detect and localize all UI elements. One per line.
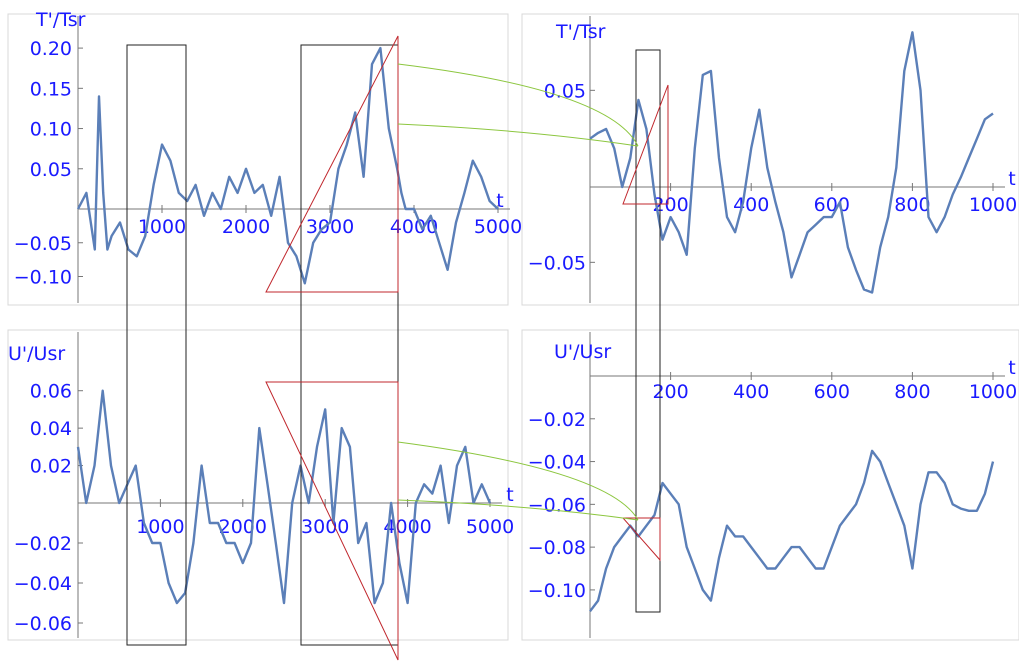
- series-line: [76, 389, 492, 605]
- y-tick-label: 0.05: [30, 159, 72, 181]
- panel-frame: [521, 13, 1019, 306]
- x-axis-label: t: [1008, 357, 1015, 379]
- x-tick-label: 600: [814, 194, 850, 216]
- x-axis-label: t: [506, 484, 513, 506]
- x-tick-label: 5000: [474, 216, 522, 238]
- y-tick-label: −0.10: [14, 267, 72, 289]
- y-tick-label: 0.20: [30, 38, 72, 60]
- x-axis-label: t: [496, 190, 503, 212]
- panel-frame: [7, 13, 509, 306]
- x-tick-label: 3000: [301, 516, 349, 538]
- y-axis-label: T'/Tsr: [35, 9, 86, 31]
- y-tick-label: −0.06: [14, 613, 72, 635]
- slope-triangle: [265, 381, 399, 661]
- panel-1: 1000 2000 3000 4000 50000.200.150.100.05−0.0…: [7, 9, 522, 306]
- y-tick-label: −0.04: [528, 452, 586, 474]
- x-axis-label: t: [1008, 168, 1015, 190]
- series-line: [589, 31, 994, 294]
- y-tick-label: −0.06: [528, 494, 586, 516]
- zoom-connector: [397, 123, 639, 147]
- y-tick-label: −0.05: [528, 252, 586, 274]
- y-axis-label: U'/Usr: [8, 343, 65, 365]
- y-tick-label: −0.04: [14, 573, 72, 595]
- y-tick-label: −0.02: [528, 409, 586, 431]
- y-tick-label: 0.10: [30, 119, 72, 141]
- highlight-box: [635, 49, 661, 613]
- highlight-box: [126, 44, 187, 646]
- x-tick-label: 600: [814, 381, 850, 403]
- x-tick-label: 400: [733, 194, 769, 216]
- x-tick-label: 1000: [138, 216, 186, 238]
- y-tick-label: −0.08: [528, 537, 586, 559]
- slope-triangle: [621, 517, 661, 562]
- x-tick-label: 200: [652, 194, 688, 216]
- panel-frame: [521, 329, 1019, 641]
- panel-2: 200 400 600 800 1000 0.05 −0.05 T'/Tsr t: [521, 13, 1019, 306]
- zoom-connector: [397, 441, 639, 521]
- y-tick-label: 0.15: [30, 78, 72, 100]
- y-tick-label: −0.10: [528, 580, 586, 602]
- panel-frame: [7, 329, 509, 641]
- y-tick-label: −0.05: [14, 233, 72, 255]
- y-tick-label: 0.06: [30, 381, 72, 403]
- x-tick-label: 200: [652, 381, 688, 403]
- x-tick-label: 1000: [969, 194, 1017, 216]
- x-tick-label: 800: [894, 381, 930, 403]
- y-tick-label: 0.02: [30, 456, 72, 478]
- slope-triangle: [265, 35, 399, 293]
- y-axis-label: U'/Usr: [554, 341, 611, 363]
- x-tick-label: 800: [894, 194, 930, 216]
- series-line: [589, 449, 995, 613]
- annotations: [126, 35, 669, 661]
- x-tick-label: 1000: [969, 381, 1017, 403]
- x-tick-label: 400: [733, 381, 769, 403]
- panel-4: 200 400 600 800 1000 −0.02 −0.04 −0.06 −0.08 −0.1…: [521, 329, 1019, 641]
- y-tick-label: −0.02: [14, 533, 72, 555]
- y-tick-label: 0.04: [30, 418, 72, 440]
- x-tick-label: 5000: [466, 516, 514, 538]
- zoom-connector: [397, 63, 639, 147]
- y-tick-label: 0.05: [544, 80, 586, 102]
- x-tick-label: 3000: [306, 216, 354, 238]
- panel-3: 1000 2000 3000 4000 50000.060.040.02−0.02−0.…: [7, 329, 514, 641]
- slope-triangle: [622, 84, 669, 205]
- x-tick-label: 4000: [383, 516, 431, 538]
- x-tick-label: 2000: [222, 216, 270, 238]
- zoom-connector: [397, 499, 639, 521]
- highlight-box: [300, 44, 399, 646]
- y-axis-label: T'/Tsr: [555, 21, 606, 43]
- x-tick-label: 2000: [219, 516, 267, 538]
- series-line: [76, 46, 499, 285]
